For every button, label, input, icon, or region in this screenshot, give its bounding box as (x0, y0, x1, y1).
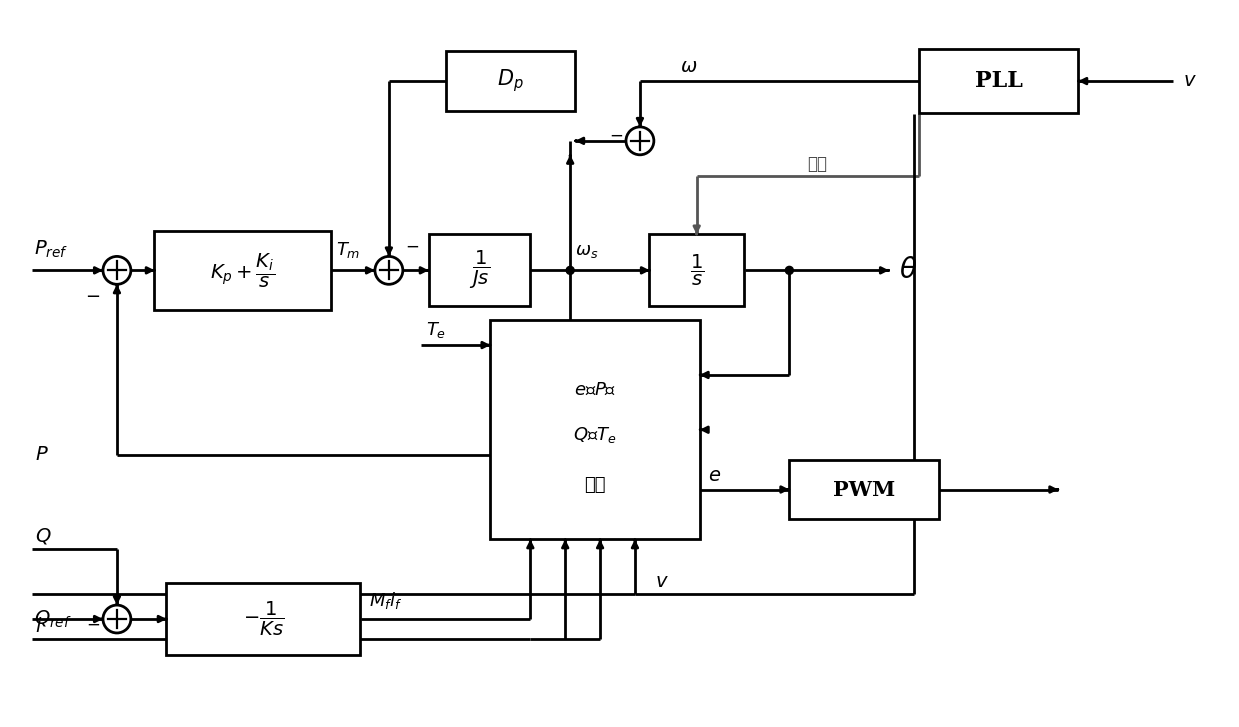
Circle shape (103, 257, 131, 284)
Bar (155, 230, 331, 310)
Text: $e$: $e$ (707, 467, 721, 484)
Text: $T_e$: $T_e$ (426, 320, 446, 340)
Bar (446, 51, 575, 111)
Text: $P$: $P$ (35, 446, 50, 464)
Text: $D_p$: $D_p$ (497, 68, 524, 95)
Bar (491, 320, 700, 539)
Text: $Q$: $Q$ (35, 526, 52, 546)
Text: $\theta$: $\theta$ (900, 257, 917, 284)
Text: 复位: 复位 (808, 156, 828, 173)
Bar (789, 459, 939, 519)
Text: $-$: $-$ (405, 238, 419, 254)
Text: $i$: $i$ (35, 617, 42, 636)
Text: $M_fi_f$: $M_fi_f$ (369, 590, 403, 611)
Text: $-$: $-$ (84, 286, 100, 305)
Text: $P_{ref}$: $P_{ref}$ (35, 239, 68, 260)
Text: $\omega_s$: $\omega_s$ (575, 242, 598, 260)
Text: $K_p+\dfrac{K_i}{s}$: $K_p+\dfrac{K_i}{s}$ (209, 251, 275, 289)
Circle shape (375, 257, 403, 284)
Bar (649, 235, 745, 306)
Text: 计算: 计算 (585, 475, 606, 494)
Circle shape (103, 605, 131, 633)
Bar (429, 235, 530, 306)
Circle shape (566, 266, 574, 274)
Text: $-$: $-$ (608, 126, 623, 144)
Circle shape (786, 266, 793, 274)
Text: $-$: $-$ (85, 616, 100, 633)
Circle shape (626, 127, 654, 155)
Text: $\dfrac{1}{s}$: $\dfrac{1}{s}$ (689, 253, 704, 288)
Text: PWM: PWM (833, 480, 896, 499)
Text: $Q_{ref}$: $Q_{ref}$ (35, 608, 72, 630)
Text: $v$: $v$ (655, 573, 669, 591)
Text: $\dfrac{1}{Js}$: $\dfrac{1}{Js}$ (470, 249, 491, 292)
Text: $-\dfrac{1}{Ks}$: $-\dfrac{1}{Ks}$ (243, 600, 284, 638)
Bar (166, 583, 361, 655)
Text: $T_m$: $T_m$ (336, 241, 361, 260)
Text: $v$: $v$ (1183, 72, 1197, 90)
Text: $Q$、$T_e$: $Q$、$T_e$ (574, 425, 617, 445)
Text: $e$、$P$、: $e$、$P$、 (574, 381, 616, 399)
Text: PLL: PLL (975, 70, 1022, 92)
Text: $\omega$: $\omega$ (680, 58, 698, 76)
Bar (919, 49, 1078, 113)
